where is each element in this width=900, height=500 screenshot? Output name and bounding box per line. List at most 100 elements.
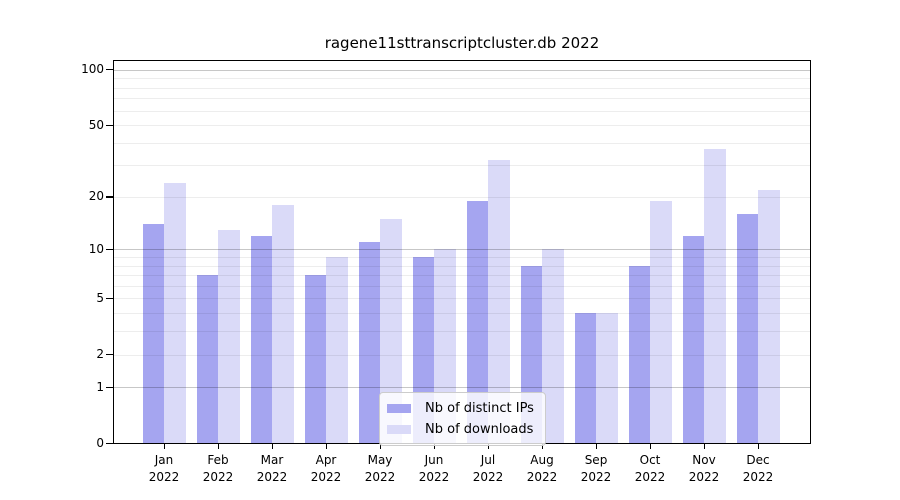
x-label-year: 2022	[202, 470, 234, 484]
bar-distinct-ips-4	[358, 242, 380, 444]
bar-downloads-7	[542, 249, 564, 444]
x-axis-tick	[757, 444, 759, 449]
x-axis-tick-label: Mar 2022	[240, 452, 304, 486]
x-axis-tick	[163, 444, 165, 449]
bar-downloads-4	[380, 218, 402, 444]
bar-distinct-ips-3	[304, 275, 326, 444]
x-axis-tick	[649, 444, 651, 449]
chart-title: ragene11sttranscriptcluster.db 2022	[324, 34, 600, 52]
x-label-month: Feb	[207, 453, 229, 467]
bar-downloads-10	[704, 148, 726, 444]
x-label-month: Jun	[424, 453, 444, 467]
x-axis-tick-label: Aug 2022	[510, 452, 574, 486]
legend: Nb of distinct IPs Nb of downloads	[379, 392, 546, 446]
bar-downloads-9	[650, 200, 672, 444]
x-axis-tick	[433, 444, 435, 449]
bar-downloads-6	[488, 160, 510, 444]
bar-downloads-0	[164, 182, 186, 444]
x-label-month: Oct	[639, 453, 661, 467]
x-label-month: May	[367, 453, 393, 467]
y-axis-tick	[106, 354, 113, 356]
bar-downloads-8	[596, 313, 618, 444]
bar-distinct-ips-6	[466, 200, 488, 444]
gridline-minor	[113, 313, 811, 315]
x-label-month: Jul	[480, 453, 496, 467]
gridline-minor	[113, 265, 811, 267]
y-axis-tick	[106, 443, 113, 445]
bar-distinct-ips-1	[196, 275, 218, 444]
legend-swatch-distinct-ips	[387, 404, 411, 413]
x-axis-tick	[379, 444, 381, 449]
gridline-minor	[113, 165, 811, 167]
gridline-minor	[113, 256, 811, 258]
y-axis-tick	[106, 124, 113, 126]
gridline-minor	[113, 196, 811, 198]
x-axis-tick	[487, 444, 489, 449]
x-label-month: Dec	[746, 453, 770, 467]
x-label-month: Sep	[584, 453, 608, 467]
x-axis-tick-label: Jul 2022	[456, 452, 520, 486]
legend-swatch-downloads	[387, 425, 411, 434]
gridline-minor	[113, 298, 811, 300]
gridline-minor	[113, 98, 811, 100]
x-axis-tick	[217, 444, 219, 449]
x-label-month: Jan	[154, 453, 174, 467]
x-label-year: 2022	[364, 470, 396, 484]
x-label-month: Mar	[260, 453, 284, 467]
legend-label-downloads: Nb of downloads	[425, 422, 534, 437]
bar-distinct-ips-11	[736, 214, 758, 444]
x-axis-tick	[541, 444, 543, 449]
y-axis-tick	[106, 196, 113, 198]
bar-downloads-11	[758, 189, 780, 444]
y-axis-tick-label: 2	[96, 347, 104, 361]
x-label-year: 2022	[472, 470, 504, 484]
gridline-minor	[113, 142, 811, 144]
gridline-minor	[113, 331, 811, 333]
x-label-year: 2022	[310, 470, 342, 484]
y-axis-tick-label: 5	[96, 290, 104, 305]
x-axis-tick-label: Jun 2022	[402, 452, 466, 486]
y-axis-tick-label: 50	[88, 117, 104, 132]
bar-downloads-2	[272, 205, 294, 444]
y-axis-tick-label: 10	[88, 241, 104, 256]
x-label-year: 2022	[580, 470, 612, 484]
gridline-major	[113, 69, 811, 71]
x-axis-tick-label: Dec 2022	[726, 452, 790, 486]
y-axis-tick-label: 100	[81, 62, 104, 77]
y-axis-tick-label: 0	[96, 436, 104, 450]
y-axis-tick-label: 20	[88, 189, 104, 204]
x-label-year: 2022	[256, 470, 288, 484]
x-axis-tick-label: Oct 2022	[618, 452, 682, 486]
bar-distinct-ips-2	[250, 235, 272, 444]
bar-distinct-ips-9	[628, 265, 650, 444]
x-label-year: 2022	[526, 470, 558, 484]
gridline-major	[113, 249, 811, 251]
bar-downloads-3	[326, 256, 348, 444]
legend-item-distinct-ips: Nb of distinct IPs	[387, 399, 534, 418]
bar-downloads-1	[218, 229, 240, 444]
bar-distinct-ips-8	[574, 313, 596, 444]
x-label-year: 2022	[742, 470, 774, 484]
x-axis-tick-label: Sep 2022	[564, 452, 628, 486]
x-label-month: Aug	[530, 453, 554, 467]
legend-item-downloads: Nb of downloads	[387, 420, 534, 439]
x-axis-tick	[325, 444, 327, 449]
x-label-month: Apr	[315, 453, 337, 467]
gridline-minor	[113, 87, 811, 89]
gridline-minor	[113, 275, 811, 277]
x-label-year: 2022	[688, 470, 720, 484]
bar-distinct-ips-10	[682, 235, 704, 444]
x-axis-tick	[595, 444, 597, 449]
x-label-year: 2022	[634, 470, 666, 484]
x-axis-tick-label: May 2022	[348, 452, 412, 486]
plot-area	[113, 60, 811, 444]
x-label-month: Nov	[692, 453, 716, 467]
y-axis-tick	[106, 386, 113, 389]
gridline-minor	[113, 354, 811, 356]
x-axis-tick-label: Apr 2022	[294, 452, 358, 486]
x-axis-tick-label: Feb 2022	[186, 452, 250, 486]
gridline-minor	[113, 125, 811, 127]
y-axis-tick	[106, 248, 113, 251]
x-axis-tick	[271, 444, 273, 449]
